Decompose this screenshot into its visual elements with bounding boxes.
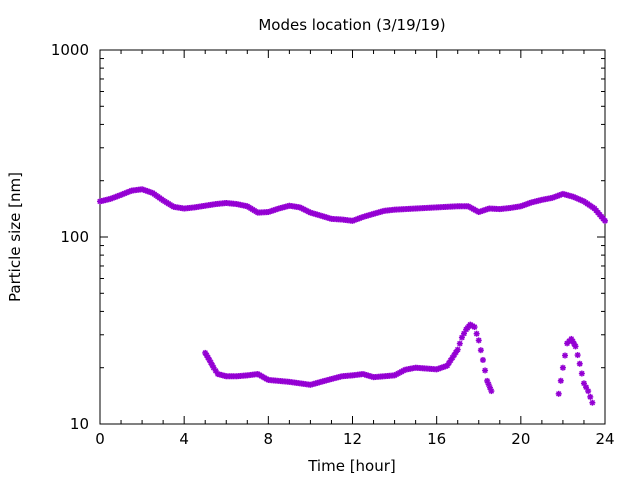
y-tick-label: 100 [60,228,89,246]
plot-frame [99,49,606,425]
x-tick-label: 20 [511,430,530,448]
data-marks [97,186,608,406]
y-tick-label: 1000 [51,41,89,59]
data-point [471,324,478,331]
data-point [484,377,491,384]
data-point [602,217,608,224]
data-point [488,388,495,395]
x-tick-label: 12 [343,430,362,448]
x-tick-label: 0 [95,430,105,448]
data-point [555,390,562,397]
data-point [585,388,592,395]
data-point [572,343,579,350]
x-tick-label: 16 [427,430,446,448]
x-tick-label: 24 [595,430,614,448]
data-point [578,370,585,377]
data-point [589,399,596,406]
series-1 [97,186,608,224]
data-point [587,393,594,400]
data-point [485,381,492,388]
data-point [559,364,566,371]
y-tick-label: 10 [70,415,89,433]
x-axis-label: Time [hour] [307,457,396,475]
data-point [574,352,581,359]
series-2 [202,321,495,395]
data-point [482,367,489,374]
plot-border [99,49,606,425]
y-axis-label: Particle size [nm] [6,172,24,302]
data-point [454,346,461,353]
data-point [477,347,484,354]
data-point [475,337,482,344]
data-point [557,377,564,384]
x-tick-label: 4 [179,430,189,448]
data-point [576,360,583,367]
data-point [479,356,486,363]
data-point [456,340,463,347]
chart-title: Modes location (3/19/19) [258,16,445,34]
series-3 [555,335,596,406]
data-point [473,330,480,337]
data-point [562,352,569,359]
axis-ticks: 0 4 8 12 16 20 24 10 100 1000 [51,41,615,448]
x-tick-label: 8 [264,430,274,448]
